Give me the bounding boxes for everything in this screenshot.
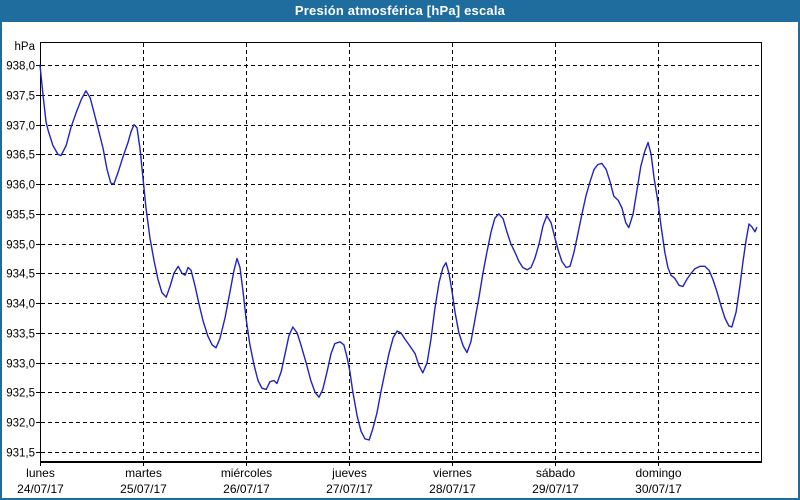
chart-title: Presión atmosférica [hPa] escala — [294, 3, 506, 18]
x-day-name-label: viernes — [433, 466, 472, 480]
y-tick-label: 931,5 — [6, 448, 35, 460]
x-day-date-label: 26/07/17 — [223, 482, 270, 496]
x-day-name-label: sábado — [536, 466, 576, 480]
x-day-name-label: martes — [125, 466, 162, 480]
x-day-name-label: jueves — [331, 466, 367, 480]
x-day-name-label: miércoles — [221, 466, 272, 480]
x-day-name-label: lunes — [26, 466, 55, 480]
x-day-date-label: 30/07/17 — [635, 482, 682, 496]
y-tick-label: 934,5 — [6, 269, 35, 281]
y-tick-label: 937,0 — [6, 121, 35, 133]
x-day-date-label: 28/07/17 — [429, 482, 476, 496]
y-axis-unit-label: hPa — [15, 41, 36, 53]
y-tick-label: 932,5 — [6, 388, 35, 400]
y-tick-label: 937,5 — [6, 91, 35, 103]
x-day-name-label: domingo — [635, 466, 681, 480]
x-day-date-label: 27/07/17 — [326, 482, 373, 496]
y-tick-label: 936,5 — [6, 150, 35, 162]
y-tick-label: 935,5 — [6, 210, 35, 222]
y-tick-label: 933,5 — [6, 329, 35, 341]
x-day-date-label: 25/07/17 — [120, 482, 167, 496]
x-day-date-label: 24/07/17 — [17, 482, 64, 496]
y-tick-label: 933,0 — [6, 359, 35, 371]
y-tick-label: 934,0 — [6, 299, 35, 311]
y-tick-label: 938,0 — [6, 61, 35, 73]
y-tick-label: 932,0 — [6, 418, 35, 430]
title-bar: Presión atmosférica [hPa] escala — [0, 0, 800, 22]
pressure-series-line — [39, 64, 758, 441]
y-tick-label: 935,0 — [6, 240, 35, 252]
plot-border — [40, 42, 762, 463]
x-day-date-label: 29/07/17 — [532, 482, 579, 496]
y-tick-label: 936,0 — [6, 180, 35, 192]
